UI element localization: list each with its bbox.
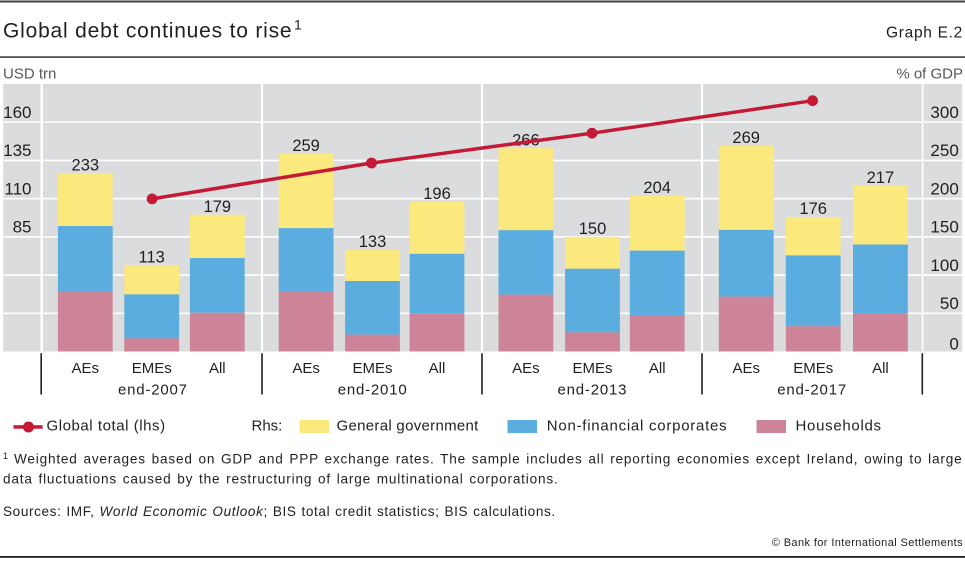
- svg-text:Households: Households: [796, 418, 882, 435]
- svg-text:Global debt continues to rise: Global debt continues to rise: [3, 20, 292, 43]
- svg-text:100: 100: [930, 256, 958, 275]
- svg-text:AEs: AEs: [512, 360, 540, 377]
- svg-text:EMEs: EMEs: [793, 360, 833, 377]
- svg-text:EMEs: EMEs: [132, 360, 172, 377]
- svg-text:150: 150: [579, 220, 607, 238]
- svg-text:General government: General government: [337, 418, 480, 435]
- svg-text:233: 233: [72, 157, 100, 175]
- svg-text:Graph E.2: Graph E.2: [886, 25, 963, 42]
- svg-text:1: 1: [3, 451, 8, 461]
- svg-text:% of GDP: % of GDP: [896, 66, 963, 83]
- svg-text:EMEs: EMEs: [572, 360, 612, 377]
- svg-text:Global total (lhs): Global total (lhs): [47, 418, 166, 435]
- svg-text:259: 259: [292, 137, 320, 155]
- svg-text:end-2007: end-2007: [118, 382, 188, 399]
- svg-text:All: All: [429, 360, 446, 377]
- svg-text:160: 160: [3, 103, 31, 122]
- svg-text:300: 300: [930, 103, 958, 122]
- svg-text:200: 200: [930, 179, 958, 198]
- svg-text:Sources: IMF, World Economic O: Sources: IMF, World Economic Outlook; BI…: [3, 504, 556, 519]
- svg-text:269: 269: [732, 129, 760, 147]
- svg-text:50: 50: [940, 294, 959, 313]
- svg-text:113: 113: [139, 248, 165, 266]
- svg-text:150: 150: [930, 218, 958, 237]
- svg-text:110: 110: [4, 179, 31, 198]
- svg-text:All: All: [872, 360, 889, 377]
- svg-text:204: 204: [643, 179, 671, 197]
- svg-text:end-2010: end-2010: [338, 382, 408, 399]
- svg-text:All: All: [209, 360, 226, 377]
- svg-text:0: 0: [949, 335, 958, 354]
- svg-text:USD trn: USD trn: [3, 66, 56, 83]
- svg-text:135: 135: [3, 141, 31, 160]
- svg-text:179: 179: [204, 198, 232, 216]
- svg-text:Rhs:: Rhs:: [252, 418, 283, 435]
- svg-text:AEs: AEs: [732, 360, 760, 377]
- svg-text:AEs: AEs: [72, 360, 100, 377]
- svg-text:217: 217: [867, 169, 895, 187]
- svg-text:All: All: [649, 360, 666, 377]
- svg-text:end-2017: end-2017: [777, 382, 847, 399]
- svg-text:data fluctuations caused by th: data fluctuations caused by the restruct…: [3, 471, 559, 486]
- svg-text:85: 85: [13, 218, 32, 237]
- svg-text:Weighted averages based on GDP: Weighted averages based on GDP and PPP e…: [14, 452, 962, 467]
- svg-text:Non-financial corporates: Non-financial corporates: [547, 418, 728, 435]
- svg-text:250: 250: [930, 141, 958, 160]
- svg-text:end-2013: end-2013: [558, 382, 628, 399]
- svg-text:© Bank for International Settl: © Bank for International Settlements: [772, 537, 963, 549]
- svg-text:196: 196: [423, 185, 451, 203]
- svg-text:EMEs: EMEs: [352, 360, 392, 377]
- svg-text:AEs: AEs: [292, 360, 320, 377]
- svg-text:176: 176: [799, 200, 827, 218]
- svg-text:1: 1: [294, 17, 302, 33]
- svg-text:133: 133: [359, 233, 387, 251]
